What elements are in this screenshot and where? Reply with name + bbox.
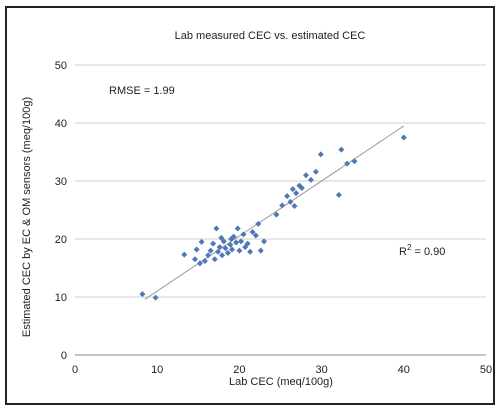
- x-tick-labels: 0 10 20 30 40 50: [72, 364, 492, 376]
- data-point: [284, 193, 291, 200]
- data-points: [139, 134, 407, 301]
- y-tick-label: 0: [61, 350, 67, 362]
- data-point: [291, 202, 298, 209]
- data-point: [215, 248, 222, 255]
- data-point: [219, 252, 226, 259]
- data-point: [307, 176, 314, 183]
- data-point: [224, 249, 231, 256]
- y-tick-labels: 0 10 20 30 40 50: [55, 60, 67, 362]
- data-point: [317, 151, 324, 158]
- data-point: [205, 252, 212, 259]
- data-point: [228, 236, 235, 242]
- data-point: [255, 220, 262, 227]
- data-point: [181, 251, 188, 258]
- data-point: [351, 158, 358, 165]
- data-point: [227, 241, 234, 248]
- data-point: [210, 240, 217, 247]
- chart-title: Lab measured CEC vs. estimated CEC: [175, 30, 366, 42]
- data-point: [216, 244, 223, 251]
- data-point: [261, 238, 268, 245]
- data-point: [218, 234, 225, 241]
- data-point: [293, 190, 300, 197]
- data-point: [247, 248, 254, 255]
- data-point: [233, 239, 240, 246]
- data-point: [302, 172, 309, 179]
- x-tick-label: 40: [398, 364, 410, 376]
- data-point: [312, 168, 319, 175]
- data-point: [238, 238, 245, 245]
- data-point: [257, 247, 264, 254]
- data-point: [193, 246, 200, 253]
- x-axis-label: Lab CEC (meq/100g): [229, 376, 333, 388]
- data-point: [198, 238, 205, 245]
- data-point: [196, 260, 203, 267]
- data-point: [244, 240, 251, 247]
- scatter-chart: Lab measured CEC vs. estimated CEC 0 10 20…: [21, 30, 492, 388]
- data-point: [240, 231, 247, 238]
- data-point: [338, 146, 345, 153]
- x-tick-label: 20: [233, 364, 245, 376]
- rmse-annotation: RMSE = 1.99: [109, 85, 175, 97]
- x-tick-label: 0: [72, 364, 78, 376]
- data-point: [344, 160, 351, 167]
- data-point: [400, 134, 407, 141]
- r2-annotation: R2 = 0.90: [399, 243, 445, 258]
- data-point: [192, 256, 199, 263]
- x-tick-label: 10: [151, 364, 163, 376]
- data-point: [222, 245, 229, 252]
- data-point: [249, 229, 256, 236]
- data-point: [211, 256, 218, 263]
- data-point: [207, 247, 214, 254]
- data-point: [279, 202, 286, 209]
- y-tick-label: 50: [55, 60, 67, 72]
- y-axis-label: Estimated CEC by EC & OM sensors (meq/10…: [21, 97, 33, 337]
- data-point: [298, 184, 305, 191]
- data-point: [213, 225, 220, 232]
- data-point: [287, 198, 294, 205]
- gridlines: [75, 64, 486, 298]
- data-point: [289, 186, 296, 193]
- data-point: [273, 211, 280, 218]
- trendline: [144, 125, 405, 300]
- x-tick-label: 50: [480, 364, 492, 376]
- data-point: [201, 258, 208, 265]
- y-tick-label: 30: [55, 176, 67, 188]
- y-tick-label: 40: [55, 118, 67, 130]
- data-point: [335, 191, 342, 198]
- data-point: [152, 294, 159, 301]
- x-tick-label: 30: [315, 364, 327, 376]
- data-point: [236, 247, 243, 254]
- y-tick-label: 10: [55, 292, 67, 304]
- y-tick-label: 20: [55, 234, 67, 246]
- data-point: [234, 225, 241, 232]
- data-point: [229, 246, 236, 253]
- data-point: [139, 291, 146, 298]
- data-point: [252, 232, 259, 239]
- chart-frame: Lab measured CEC vs. estimated CEC 0 10 20…: [5, 6, 495, 405]
